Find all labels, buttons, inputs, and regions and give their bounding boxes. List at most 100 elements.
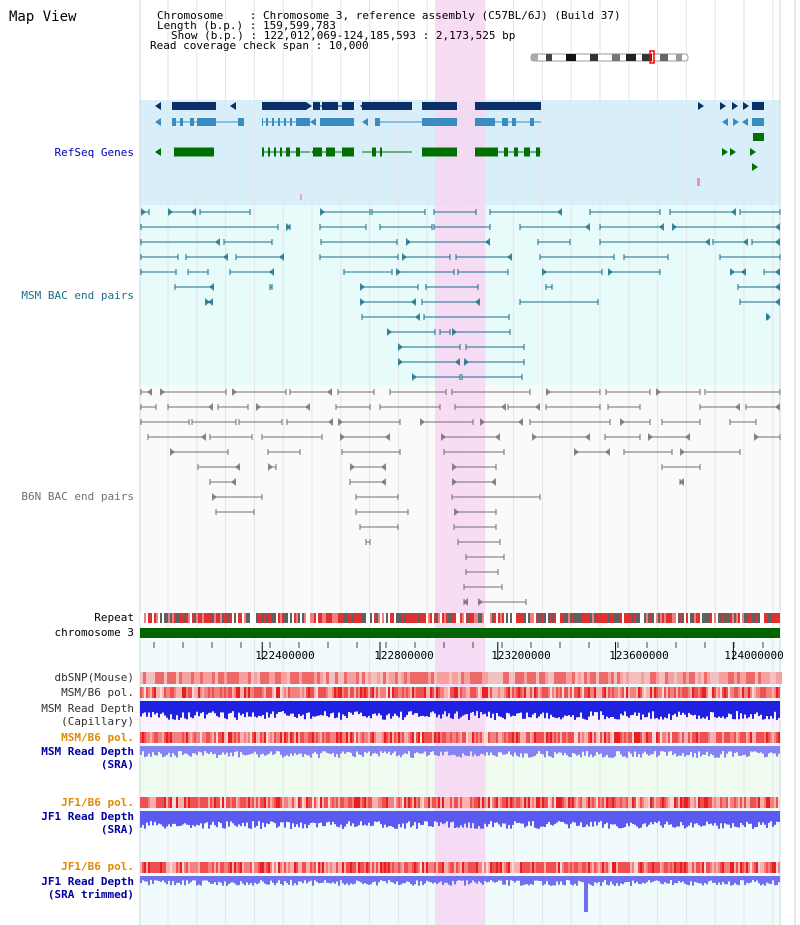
depth-bar [338, 876, 340, 886]
heat-cell [698, 797, 700, 808]
heat-cell [372, 797, 374, 808]
heat-cell [140, 862, 142, 873]
msm-bac-track[interactable] [140, 208, 781, 381]
heat-cell [440, 672, 443, 684]
heat-cell [440, 862, 442, 873]
depth-bar [640, 876, 642, 885]
heat-cell [704, 687, 706, 698]
chromosome-ideogram[interactable] [530, 50, 689, 64]
heat-cell [276, 732, 278, 743]
gene-exon [322, 102, 338, 110]
depth-bar [274, 701, 276, 718]
heat-cell [306, 687, 308, 698]
heat-cell [772, 732, 774, 743]
heat-cell [528, 732, 530, 743]
heat-cell [458, 732, 460, 743]
label-refseq-genes[interactable]: RefSeq Genes [54, 146, 134, 159]
repeat-block [478, 613, 480, 623]
depth-bar [656, 876, 658, 881]
depth-bar [148, 746, 150, 754]
repeat-block [402, 613, 404, 623]
heat-cell [398, 797, 400, 808]
depth-bar [586, 701, 588, 720]
depth-bar [418, 811, 420, 823]
depth-bar [206, 811, 208, 823]
depth-bar [512, 811, 514, 825]
selection-highlight[interactable] [435, 0, 485, 925]
heat-cell [148, 797, 150, 808]
depth-bar [336, 701, 338, 718]
heat-cell [214, 687, 216, 698]
label-msm-bac[interactable]: MSM BAC end pairs [21, 289, 134, 302]
depth-bar [250, 876, 252, 884]
heat-cell [162, 687, 164, 698]
repeat-track[interactable] [140, 613, 780, 623]
repeat-block [512, 613, 514, 623]
depth-bar [482, 811, 484, 829]
depth-bar [660, 746, 662, 752]
depth-bar [560, 746, 562, 753]
refseq-genes-track[interactable] [155, 102, 764, 200]
heat-cell [758, 672, 761, 684]
heat-cell [420, 687, 422, 698]
heat-cell [502, 687, 504, 698]
heat-cell [388, 862, 390, 873]
heat-cell [436, 687, 438, 698]
gene-exon [278, 118, 280, 126]
repeat-block [480, 613, 482, 623]
heat-cell [672, 732, 674, 743]
depth-bar [584, 811, 586, 827]
heat-cell [296, 862, 298, 873]
depth-bar [314, 811, 316, 823]
depth-bar [750, 876, 752, 883]
repeat-block [572, 613, 574, 623]
depth-bar [338, 811, 340, 828]
depth-bar [500, 811, 502, 827]
heat-cell [154, 687, 156, 698]
heat-cell [750, 862, 752, 873]
depth-bar [194, 876, 196, 881]
heat-cell [660, 687, 662, 698]
heat-cell [488, 672, 491, 684]
heat-cell [552, 797, 554, 808]
bac-end-marker [518, 418, 523, 426]
heat-cell [534, 797, 536, 808]
depth-bar [230, 811, 232, 822]
gene-exon [375, 118, 380, 126]
heat-cell [334, 862, 336, 873]
depth-bar [208, 876, 210, 883]
depth-bar [608, 701, 610, 719]
gene-exon [502, 118, 508, 126]
depth-bar [176, 811, 178, 827]
depth-bar [670, 746, 672, 752]
repeat-block [514, 613, 516, 623]
heat-cell [768, 862, 770, 873]
heat-cell [302, 732, 304, 743]
heatmap-tracks[interactable] [140, 672, 782, 912]
heat-cell [252, 732, 254, 743]
repeat-block [408, 613, 410, 623]
repeat-block [740, 613, 742, 623]
chromosome-track[interactable] [140, 628, 780, 638]
heat-cell [496, 797, 498, 808]
heat-cell [614, 862, 616, 873]
heat-cell [316, 797, 318, 808]
b6n-bac-track[interactable] [140, 388, 781, 606]
heat-cell [414, 862, 416, 873]
bac-end-marker [605, 448, 610, 456]
label-b6n-bac[interactable]: B6N BAC end pairs [21, 490, 134, 503]
heat-cell [590, 797, 592, 808]
heat-cell [246, 797, 248, 808]
heat-cell [346, 732, 348, 743]
heat-cell [646, 732, 648, 743]
heat-cell [608, 732, 610, 743]
heat-cell [374, 862, 376, 873]
repeat-block [218, 613, 220, 623]
heat-cell [626, 687, 628, 698]
depth-bar [524, 876, 526, 885]
depth-bar [258, 701, 260, 716]
heat-cell [404, 687, 406, 698]
heat-cell [490, 797, 492, 808]
bac-end-marker [231, 478, 236, 486]
